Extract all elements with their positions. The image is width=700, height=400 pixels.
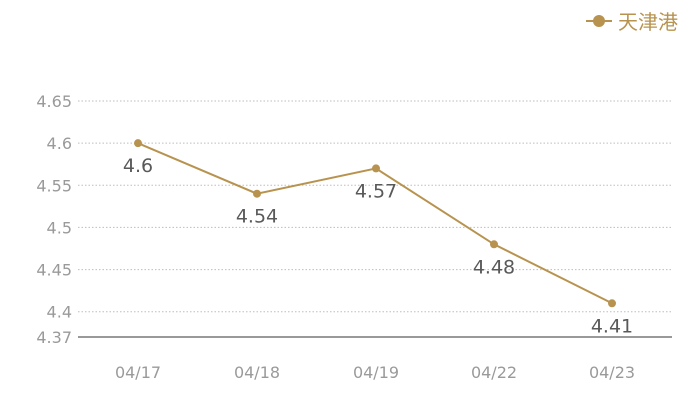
x-tick-label: 04/23 — [589, 363, 635, 382]
legend: 天津港 — [586, 6, 678, 35]
data-label: 4.54 — [236, 206, 278, 228]
data-point — [253, 189, 261, 198]
x-tick-label: 04/18 — [234, 363, 280, 382]
data-point — [490, 240, 498, 249]
legend-line-marker-icon — [586, 14, 612, 27]
data-label: 4.6 — [123, 155, 153, 177]
x-tick-label: 04/17 — [115, 363, 161, 382]
data-labels: 4.6 4.54 4.57 4.48 4.41 — [123, 155, 633, 337]
data-label: 4.41 — [591, 315, 633, 337]
grid-lines — [78, 100, 672, 313]
legend-label: 天津港 — [618, 10, 678, 34]
data-label: 4.57 — [355, 180, 397, 202]
y-tick-label: 4.6 — [47, 134, 72, 153]
x-tick-label: 04/22 — [471, 363, 517, 382]
y-tick-label: 4.45 — [36, 261, 72, 280]
data-point — [608, 299, 616, 308]
y-tick-label: 4.5 — [47, 218, 72, 237]
x-tick-label: 04/19 — [353, 363, 399, 382]
data-label: 4.48 — [473, 256, 515, 278]
y-tick-label: 4.55 — [36, 176, 72, 195]
data-point — [134, 139, 142, 148]
y-tick-label: 4.4 — [47, 303, 72, 322]
data-point — [372, 164, 380, 173]
y-tick-label: 4.37 — [36, 328, 72, 347]
axes: 4.65 4.6 4.55 4.5 4.45 4.4 4.37 04/17 04/18 04/19… — [36, 92, 672, 382]
y-tick-label: 4.65 — [36, 92, 72, 111]
series-tianjin-port — [134, 139, 616, 308]
